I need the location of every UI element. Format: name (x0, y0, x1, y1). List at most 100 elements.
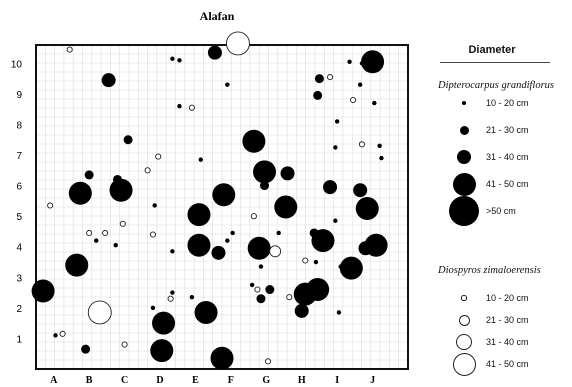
legend-label: 10 - 20 cm (486, 98, 529, 108)
dipterocarpus-tree (211, 245, 226, 260)
legend-rule (440, 62, 550, 63)
y-tick-label: 10 (11, 59, 23, 70)
dipterocarpus-tree (242, 129, 266, 153)
dipterocarpus-tree (333, 218, 338, 223)
dipterocarpus-tree (358, 241, 373, 256)
x-tick-label: H (298, 375, 306, 386)
legend-item: 21 - 30 cm (428, 310, 572, 330)
dipterocarpus-tree (265, 285, 275, 295)
x-tick-label: G (262, 375, 270, 386)
diospyros-tree (66, 46, 73, 53)
legend-filled-circle (459, 125, 469, 135)
legend-label: 31 - 40 cm (486, 152, 529, 162)
legend-filled-circle (457, 150, 471, 164)
diospyros-tree (327, 74, 334, 81)
dipterocarpus-tree (53, 333, 58, 338)
legend-open-circle (452, 352, 476, 376)
dipterocarpus-tree (339, 256, 363, 280)
legend-open-circle (461, 295, 467, 301)
x-tick-label: C (121, 375, 128, 386)
diospyros-tree (250, 213, 257, 220)
diospyros-tree (121, 341, 128, 348)
dipterocarpus-tree (313, 259, 319, 265)
dipterocarpus-tree (170, 56, 175, 61)
legend-open-circle (458, 314, 470, 326)
diospyros-tree (265, 358, 272, 365)
dipterocarpus-tree (260, 181, 270, 191)
y-axis: 1 2 3 4 5 6 7 8 9 10 (11, 59, 23, 345)
legend-item: 31 - 40 cm (428, 332, 572, 352)
x-tick-label: J (370, 375, 375, 386)
legend-label: 31 - 40 cm (486, 337, 529, 347)
dipterocarpus-tree (253, 160, 277, 184)
dipterocarpus-tree (212, 183, 236, 207)
dipterocarpus-tree (361, 50, 385, 74)
chart-title: Alafan (200, 9, 235, 23)
diospyros-tree (155, 153, 162, 160)
legend-item: 10 - 20 cm (428, 93, 572, 113)
y-tick-label: 2 (16, 304, 22, 315)
dipterocarpus-tree (189, 294, 195, 300)
dipterocarpus-tree (31, 279, 55, 303)
dipterocarpus-tree (294, 303, 309, 318)
dipterocarpus-tree (280, 166, 295, 181)
diospyros-tree (269, 245, 282, 258)
diospyros-tree (59, 330, 66, 337)
dipterocarpus-tree (210, 305, 216, 311)
y-tick-label: 4 (16, 243, 22, 254)
legend-species-dipterocarpus: Dipterocarpus grandiflorus (438, 80, 554, 91)
dipterocarpus-tree (276, 230, 281, 236)
dipterocarpus-tree (84, 170, 94, 180)
dipterocarpus-tree (247, 236, 271, 260)
dipterocarpus-tree (207, 45, 222, 60)
diospyros-tree (87, 300, 112, 325)
dipterocarpus-tree (347, 59, 352, 65)
dipterocarpus-tree (357, 82, 363, 87)
x-tick-label: A (50, 375, 58, 386)
dipterocarpus-tree (256, 294, 266, 304)
dipterocarpus-tree (150, 339, 174, 363)
y-tick-label: 9 (16, 90, 22, 101)
tree-marks (31, 31, 388, 370)
dipterocarpus-tree (311, 229, 335, 253)
legend-label: 41 - 50 cm (486, 359, 529, 369)
diospyros-tree (47, 202, 54, 209)
dipterocarpus-tree (372, 100, 377, 106)
dipterocarpus-tree (187, 203, 211, 227)
dipterocarpus-tree (152, 203, 157, 208)
legend-label: >50 cm (486, 206, 516, 216)
dipterocarpus-tree (336, 310, 342, 315)
dipterocarpus-tree (177, 58, 182, 63)
diospyros-tree (350, 96, 357, 104)
grid (36, 45, 408, 369)
diospyros-tree (144, 167, 151, 174)
y-tick-label: 6 (16, 182, 22, 193)
legend-item: 10 - 20 cm (428, 288, 572, 308)
dipterocarpus-tree (334, 119, 340, 124)
x-tick-label: E (192, 375, 199, 386)
legend-label: 21 - 30 cm (486, 315, 529, 325)
legend-open-circle (456, 334, 472, 350)
x-tick-label: F (228, 375, 234, 386)
dipterocarpus-tree (377, 143, 382, 149)
dipterocarpus-tree (225, 238, 230, 243)
legend-filled-circle (449, 196, 479, 226)
dipterocarpus-tree (101, 73, 116, 88)
y-tick-label: 3 (16, 273, 22, 284)
diospyros-tree (188, 104, 195, 111)
dipterocarpus-tree (338, 264, 343, 269)
diospyros-tree (167, 295, 174, 302)
dipterocarpus-tree (379, 155, 384, 161)
legend: Diameter Dipterocarpus grandiflorus 10 -… (428, 0, 572, 387)
dipterocarpus-tree (210, 346, 234, 370)
diospyros-tree (102, 229, 109, 237)
diospyros-tree (86, 229, 93, 237)
legend-filled-circle (461, 100, 467, 106)
diospyros-tree (254, 286, 261, 293)
legend-item: 41 - 50 cm (428, 172, 572, 196)
legend-label: 41 - 50 cm (486, 179, 529, 189)
legend-item: 21 - 30 cm (428, 120, 572, 140)
dipterocarpus-tree (353, 183, 368, 198)
dipterocarpus-tree (170, 290, 175, 295)
